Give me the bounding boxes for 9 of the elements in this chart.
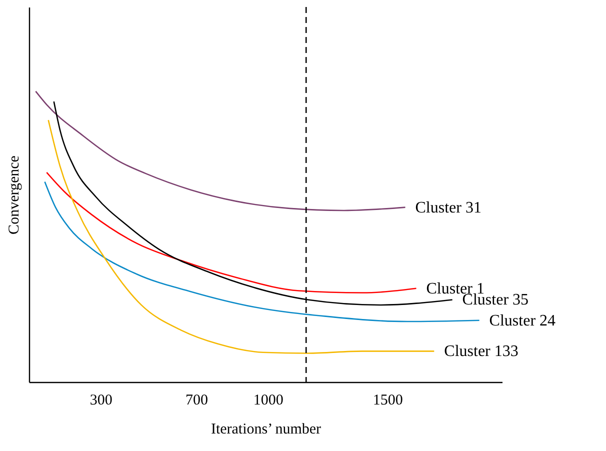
series-label: Cluster 133 <box>444 343 518 360</box>
x-tick-label: 700 <box>185 392 208 408</box>
x-tick-label: 1500 <box>372 392 403 408</box>
y-axis-title: Convergence <box>6 155 22 234</box>
x-tick-label: 1000 <box>253 392 284 408</box>
series-label: Cluster 31 <box>415 199 482 216</box>
x-axis-title: Iterations’ number <box>210 422 322 438</box>
x-tick-label: 300 <box>90 392 112 408</box>
series-label: Cluster 24 <box>489 312 556 330</box>
